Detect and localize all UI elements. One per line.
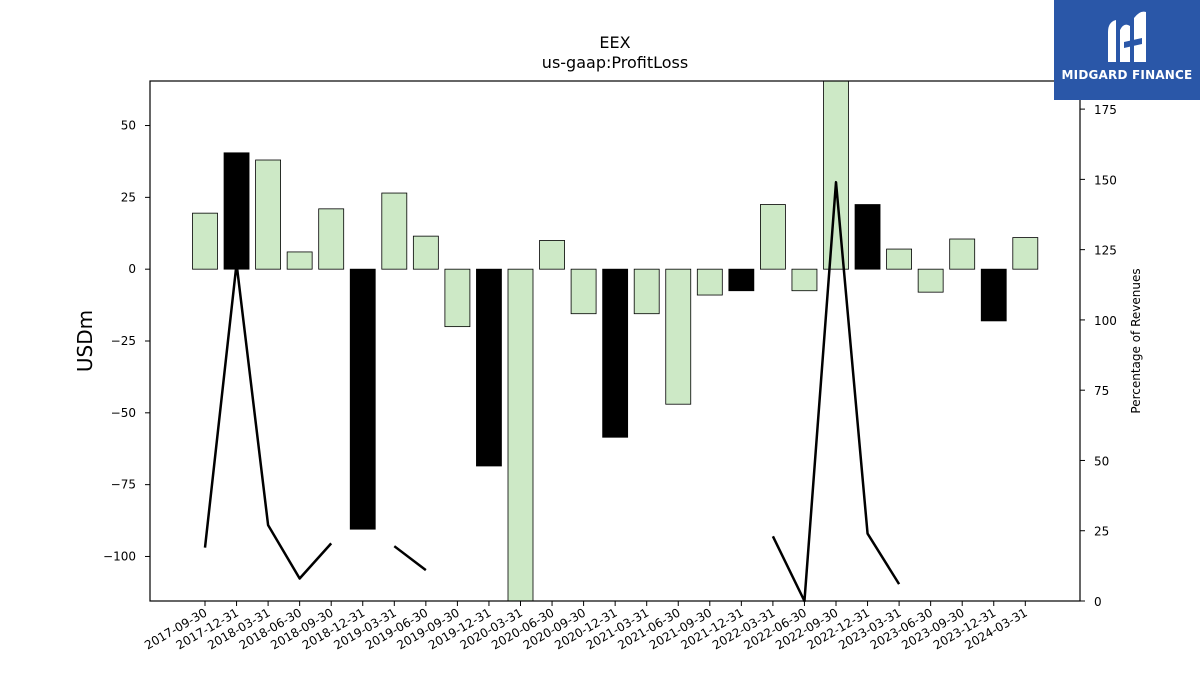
bar-2018-09-30 (318, 208, 345, 270)
x-axis: 2017-09-302017-12-312018-03-312018-06-30… (142, 601, 1030, 652)
bar-2022-12-31 (854, 204, 881, 270)
y2-tick-label: 150 (1094, 173, 1117, 187)
bar-2020-09-30 (570, 268, 597, 315)
y-tick-label: −50 (111, 406, 136, 420)
bar-2018-03-31 (255, 159, 282, 270)
bar-2019-06-30 (412, 235, 439, 270)
y2-tick-label: 25 (1094, 525, 1109, 539)
y2-tick-label: 100 (1094, 314, 1117, 328)
bar-series (192, 80, 1039, 602)
y2-tick-label: 0 (1094, 595, 1102, 609)
bar-2019-03-31 (381, 192, 408, 270)
bar-2022-06-30 (791, 268, 818, 292)
bar-2022-09-30 (823, 80, 849, 270)
y-tick-label: −100 (103, 549, 136, 563)
bar-2019-12-31 (476, 268, 502, 467)
midgard-logo-icon (1108, 11, 1146, 63)
y-tick-label: −75 (111, 478, 136, 492)
y2-axis-label: Percentage of Revenues (1129, 268, 1143, 413)
line-series (203, 180, 901, 603)
logo-text: MIDGARD FINANCE (1061, 68, 1193, 82)
bar-2018-12-31 (349, 268, 376, 530)
y-axis: −100 −75 −50 −25 0 25 50 (103, 119, 150, 563)
y2-axis: 0 25 50 75 100 125 150 175 (1080, 103, 1117, 609)
bar-2021-09-30 (696, 268, 723, 296)
y-tick-label: −25 (111, 334, 136, 348)
bar-2019-09-30 (444, 268, 471, 328)
line-segment-0 (203, 262, 333, 580)
logo: MIDGARD FINANCE (1054, 0, 1200, 100)
bar-2024-03-31 (1012, 237, 1039, 270)
bar-2022-03-31 (760, 204, 786, 270)
bar-2021-12-31 (728, 268, 755, 292)
chart-title: EEX (599, 33, 630, 52)
bar-2017-09-30 (192, 212, 218, 270)
line-segment-3 (771, 180, 901, 603)
bar-2021-03-31 (633, 268, 660, 315)
bar-2020-12-31 (602, 268, 629, 438)
y2-tick-label: 175 (1094, 103, 1117, 117)
bar-2020-06-30 (539, 240, 565, 270)
bar-2017-12-31 (223, 152, 250, 270)
y-tick-label: 50 (121, 119, 136, 133)
bar-2023-03-31 (886, 248, 912, 270)
line-segment-1 (393, 545, 427, 572)
y-axis-label: USDm (73, 310, 97, 372)
bar-2021-06-30 (665, 268, 692, 405)
y-tick-label: 25 (121, 190, 136, 204)
chart-subtitle: us-gaap:ProfitLoss (542, 53, 688, 72)
bar-2023-12-31 (980, 268, 1007, 322)
y2-tick-label: 75 (1094, 384, 1109, 398)
y-tick-label: 0 (128, 262, 136, 276)
bar-2023-06-30 (917, 268, 944, 293)
bar-2023-09-30 (949, 238, 976, 270)
bar-2020-03-31 (507, 268, 534, 602)
y2-tick-label: 125 (1094, 244, 1117, 258)
bar-2018-06-30 (286, 251, 313, 270)
y2-tick-label: 50 (1094, 454, 1109, 468)
